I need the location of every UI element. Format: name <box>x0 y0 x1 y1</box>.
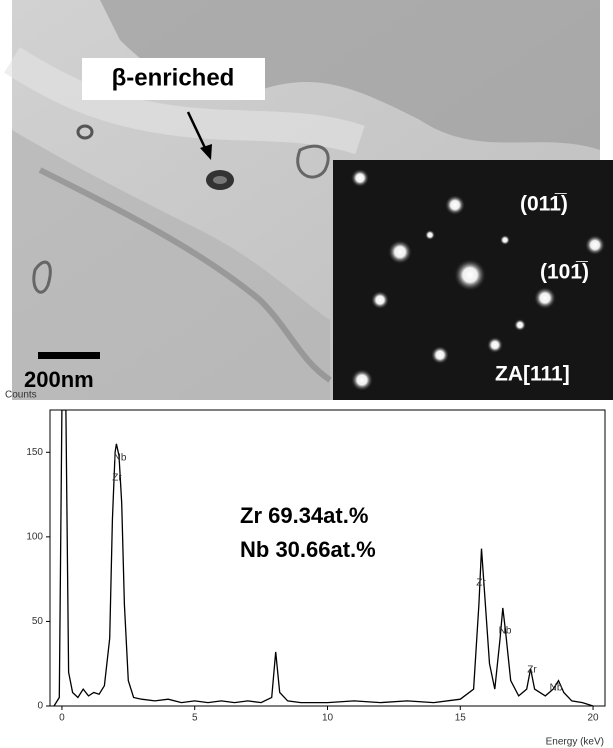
x-tick-label: 10 <box>322 713 334 724</box>
peak-label: Zr <box>476 578 486 589</box>
x-axis-label: Energy (keV) <box>546 737 604 748</box>
figure: β-enriched 200nm (011̅) (101̅) ZA[111] C… <box>0 0 613 748</box>
x-tick-label: 0 <box>59 713 65 724</box>
peak-label: Nb <box>114 453 127 464</box>
peak-label: Zr <box>527 665 537 676</box>
peak-label: Nb <box>550 683 563 694</box>
peak-label: Nb <box>499 626 512 637</box>
x-tick-label: 15 <box>455 713 467 724</box>
diffraction-label: (101̅) <box>540 261 589 284</box>
y-axis-label: Counts <box>5 390 37 401</box>
particle-label: β-enriched <box>112 64 235 91</box>
zone-axis-label: ZA[111] <box>495 363 570 386</box>
composition: Zr 69.34at.% <box>240 503 368 528</box>
x-tick-label: 5 <box>192 713 198 724</box>
spectrum-chart: Counts Energy (keV) Zr 69.34at.% Nb 30.6… <box>5 390 605 748</box>
x-tick-label: 20 <box>587 713 599 724</box>
y-tick-label: 0 <box>37 701 43 712</box>
y-tick-label: 100 <box>26 531 43 542</box>
peak-label: Zr <box>112 473 122 484</box>
diffraction-label: (011̅) <box>520 193 568 216</box>
y-tick-label: 150 <box>26 447 43 458</box>
y-tick-label: 50 <box>32 616 44 627</box>
scale-bar-label: 200nm <box>24 367 94 392</box>
diffraction-inset: (011̅) (101̅) ZA[111] <box>333 160 613 400</box>
composition: Nb 30.66at.% <box>240 537 376 562</box>
